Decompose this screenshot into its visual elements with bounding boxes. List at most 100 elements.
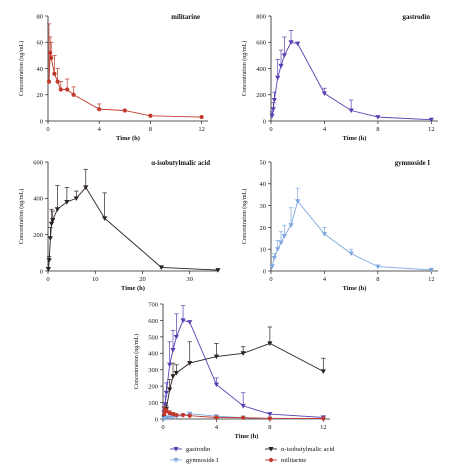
series-line xyxy=(47,186,219,271)
data-point xyxy=(215,268,221,273)
y-tick-label: 80 xyxy=(37,13,44,20)
data-point xyxy=(428,117,434,123)
x-tick-label: 30 xyxy=(186,276,193,283)
data-point xyxy=(83,185,89,191)
y-tick-label: 0 xyxy=(263,268,266,275)
data-point xyxy=(288,223,294,228)
y-tick-label: 800 xyxy=(256,13,266,20)
data-point xyxy=(180,412,186,418)
data-point xyxy=(167,387,173,393)
data-point xyxy=(173,334,179,340)
data-point xyxy=(187,361,193,366)
data-point xyxy=(174,412,179,418)
y-tick-label: 400 xyxy=(148,351,158,358)
x-axis-label: Time (h) xyxy=(235,433,259,440)
x-tick-label: 10 xyxy=(92,276,99,283)
x-axis-label: Time (h) xyxy=(121,285,145,292)
data-point xyxy=(54,207,61,212)
data-point xyxy=(375,264,381,270)
data-point xyxy=(295,199,301,204)
chart-panel-3: 0 200 400 600 0 10 20 30 Time (h) Concentration (… xyxy=(18,159,221,292)
y-axis-label: Concentration (ng/mL) xyxy=(18,189,25,245)
data-point xyxy=(267,341,273,347)
data-point xyxy=(375,115,381,120)
data-point xyxy=(148,113,153,118)
x-tick-label: 0 xyxy=(46,126,49,133)
legend-label: militarine xyxy=(281,457,306,464)
data-point xyxy=(48,221,55,227)
y-tick-label: 40 xyxy=(37,66,44,73)
data-point xyxy=(45,267,51,272)
x-tick-label: 4 xyxy=(323,276,327,283)
legend-marker xyxy=(268,447,274,452)
x-tick-label: 8 xyxy=(376,126,379,133)
y-tick-label: 0 xyxy=(40,118,43,125)
series-militarine xyxy=(46,23,204,120)
data-point xyxy=(267,412,273,417)
data-point xyxy=(58,87,63,92)
data-point xyxy=(170,374,176,379)
data-point xyxy=(158,265,164,270)
data-point xyxy=(164,409,169,414)
x-tick-label: 4 xyxy=(215,424,219,431)
chart-panel-5: 0 100 200 300 400 500 600 700 0 4 8 12 Time (h) Conce… xyxy=(133,301,335,464)
y-tick-label: 600 xyxy=(33,159,43,166)
y-tick-label: 30 xyxy=(260,203,267,210)
y-tick-label: 700 xyxy=(148,301,158,308)
legend-item-gastrodin: gastrodin xyxy=(170,446,211,453)
data-point xyxy=(167,415,173,420)
x-axis-label: Time (h) xyxy=(343,285,367,292)
y-axis-label: Concentration (ng/mL) xyxy=(241,189,248,245)
series-line xyxy=(271,200,432,271)
series-line xyxy=(163,342,324,418)
data-point xyxy=(288,40,294,45)
x-tick-label: 12 xyxy=(198,126,205,133)
y-tick-label: 0 xyxy=(40,268,43,275)
y-tick-label: 20 xyxy=(260,225,267,232)
series-gastrodin xyxy=(161,305,326,420)
legend-label: α-isobutylmalic acid xyxy=(281,446,335,453)
x-tick-label: 20 xyxy=(139,276,146,283)
data-point xyxy=(321,91,328,97)
legend: gastrodin α-isobutylmalic acid gymnoside I… xyxy=(170,446,335,464)
chart-title: gastrodin xyxy=(403,14,431,21)
y-tick-label: 400 xyxy=(33,196,43,203)
data-point xyxy=(170,348,176,353)
y-axis-label: Concentration (ng/mL) xyxy=(241,41,248,97)
x-axis-label: Time (h) xyxy=(343,135,367,142)
data-point xyxy=(71,92,76,97)
chart-title: α-isobutylmalic acid xyxy=(151,160,210,167)
data-point xyxy=(52,71,57,76)
y-axis-label: Concentration (ng/mL) xyxy=(133,334,140,390)
data-point xyxy=(163,416,169,421)
data-point xyxy=(46,79,52,84)
data-point xyxy=(170,414,176,420)
data-point xyxy=(321,231,328,237)
y-tick-label: 0 xyxy=(263,118,266,125)
data-point xyxy=(162,402,168,407)
data-point xyxy=(240,351,246,356)
data-point xyxy=(348,251,354,257)
data-point xyxy=(348,108,354,114)
chart-panel-2: 0 200 400 600 800 0 4 8 12 Time (h) Concentration … xyxy=(241,13,438,142)
y-axis-label: Concentration (ng/mL) xyxy=(18,41,25,97)
y-tick-label: 500 xyxy=(148,334,158,341)
data-point xyxy=(270,107,276,112)
data-point xyxy=(180,318,186,324)
x-tick-label: 8 xyxy=(268,424,271,431)
legend-item-militarine: militarine xyxy=(265,457,306,464)
series-militarine xyxy=(161,406,326,421)
data-point xyxy=(320,369,326,374)
y-tick-label: 200 xyxy=(33,232,43,239)
data-point xyxy=(213,382,220,388)
x-tick-label: 0 xyxy=(161,424,164,431)
legend-label: gymnoside I xyxy=(186,457,218,464)
series-line xyxy=(271,41,432,121)
x-tick-label: 0 xyxy=(46,276,49,283)
y-tick-label: 50 xyxy=(260,159,267,166)
data-point xyxy=(240,403,246,409)
x-tick-label: 0 xyxy=(269,276,272,283)
x-tick-label: 8 xyxy=(376,276,379,283)
data-point xyxy=(271,255,277,261)
